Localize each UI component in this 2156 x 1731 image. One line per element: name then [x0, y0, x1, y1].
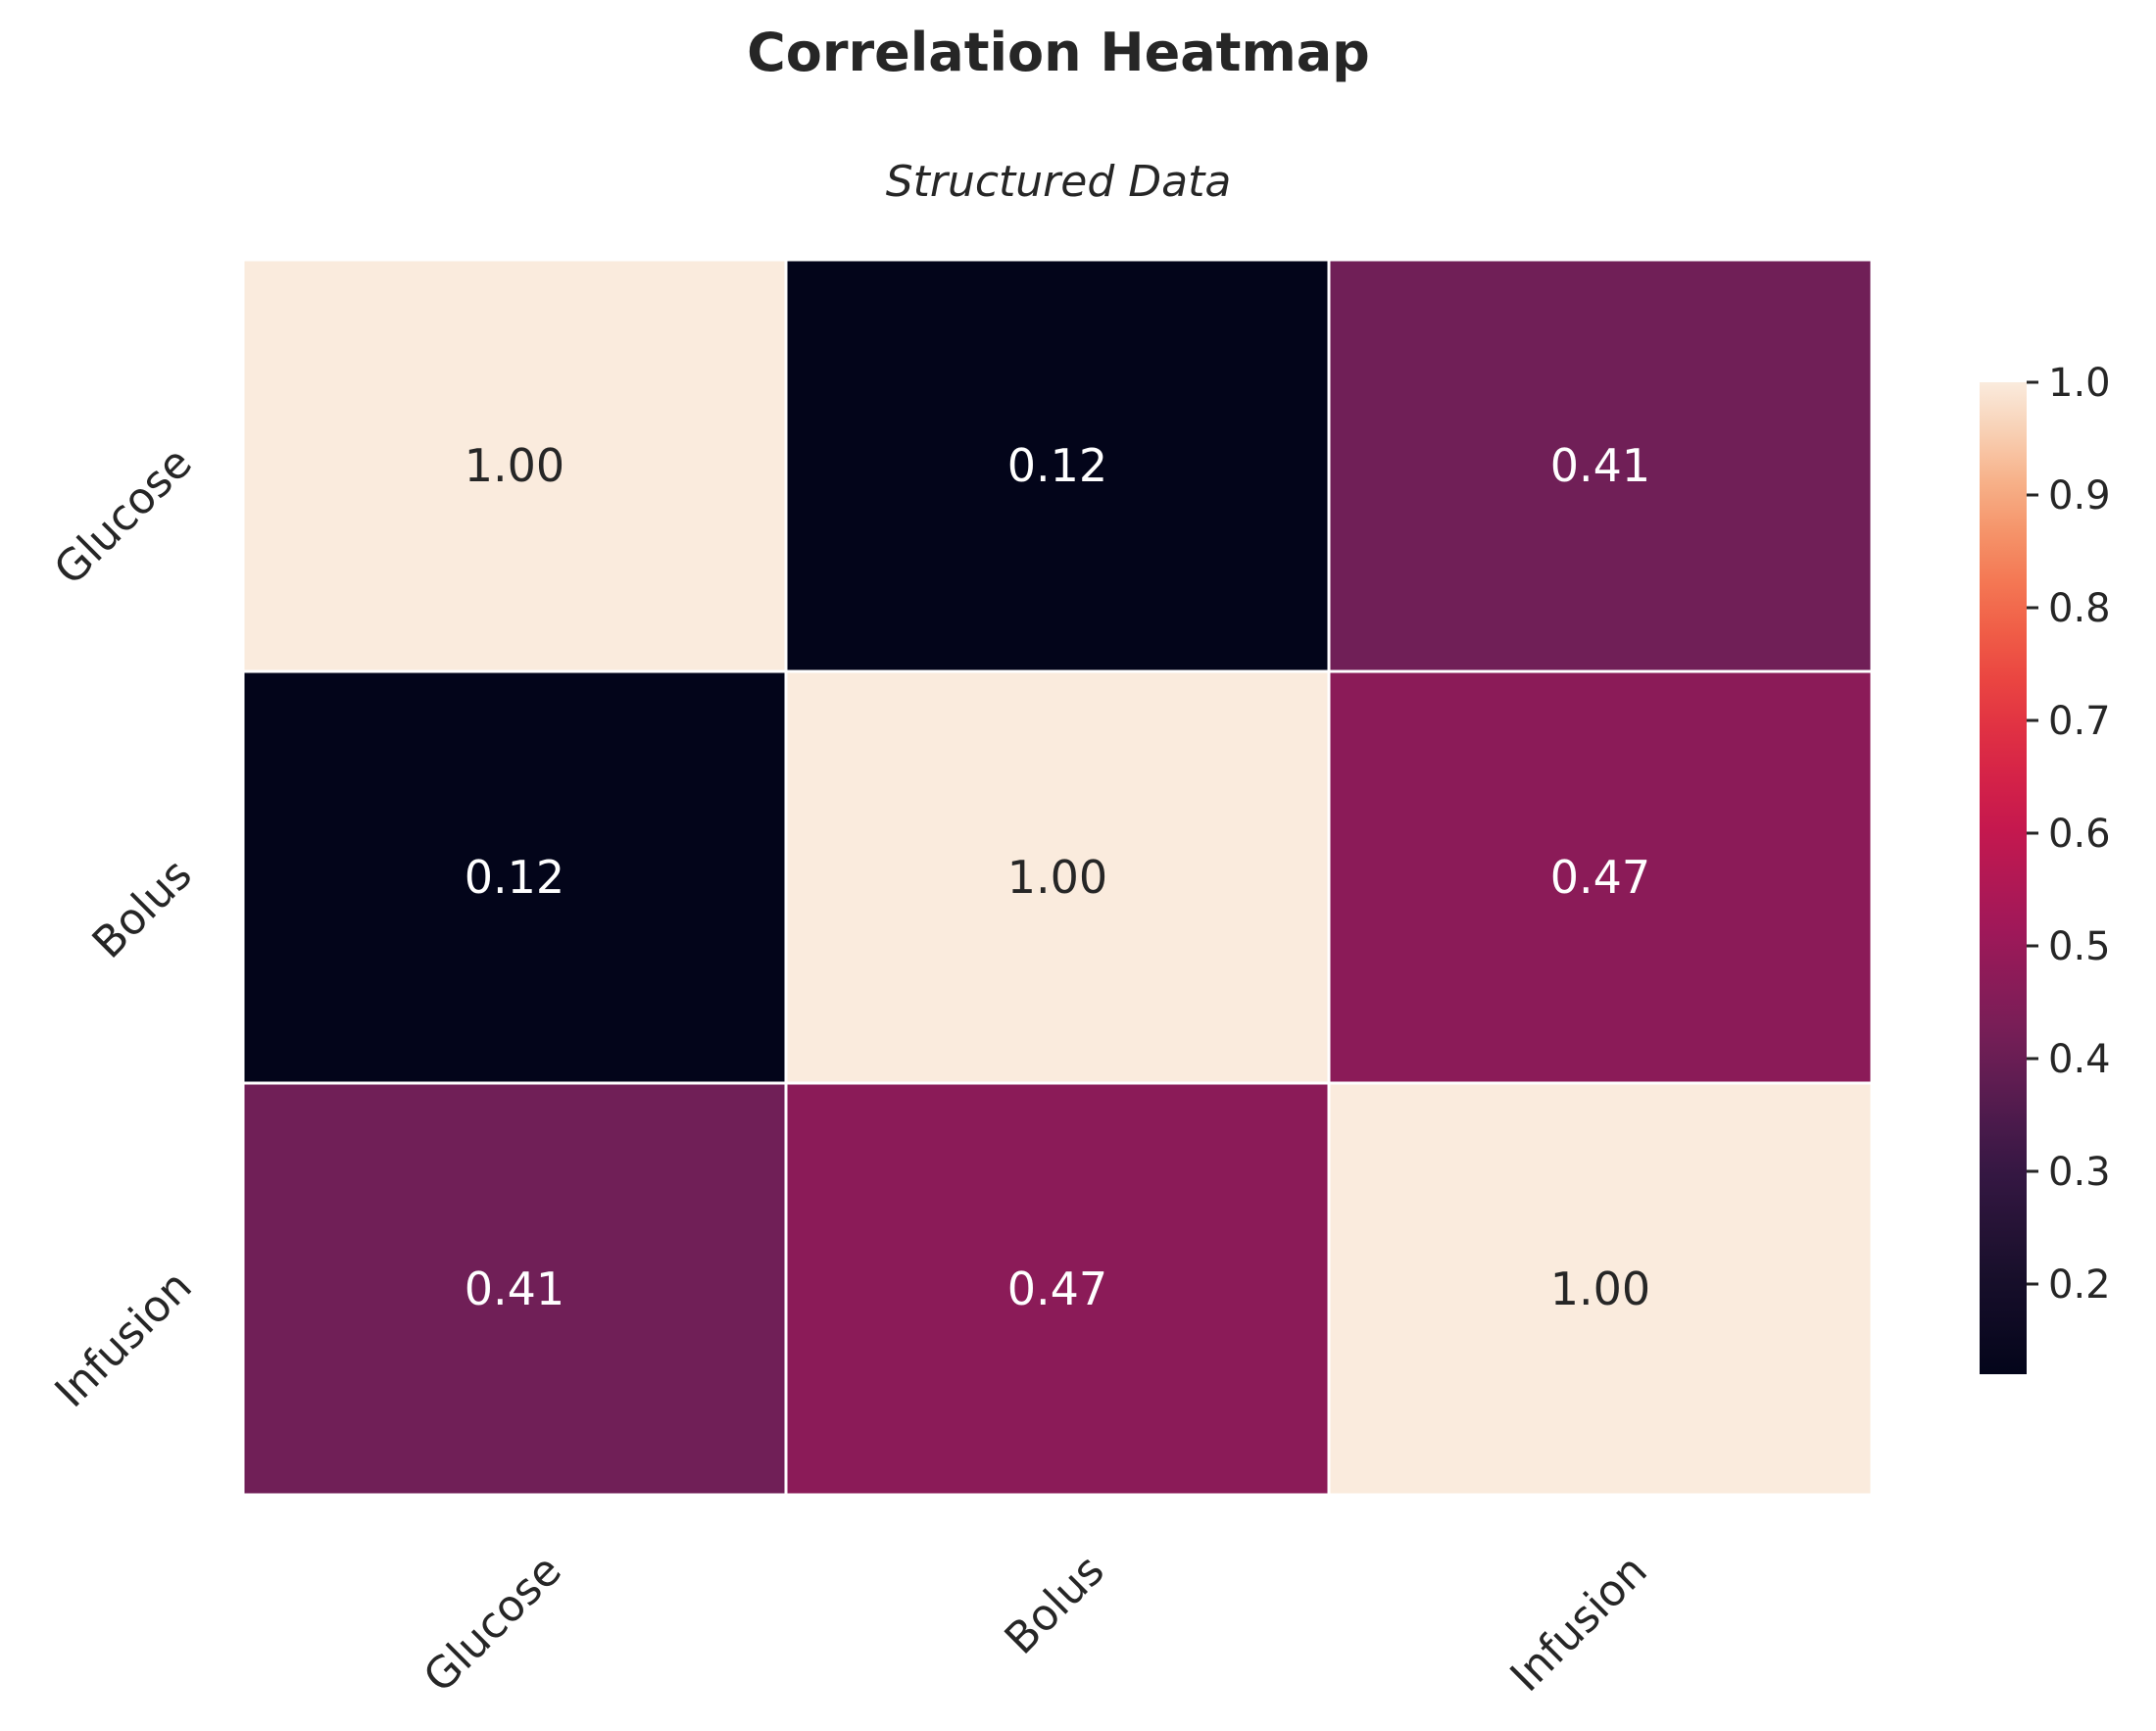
- heatmap-cell-infusion-glucose: [241, 1081, 788, 1497]
- heatmap-cell-bolus-glucose: [241, 669, 788, 1085]
- heatmap-cell-value: 0.12: [465, 851, 564, 904]
- heatmap-cell-value: 0.47: [1550, 851, 1650, 904]
- heatmap-cell-bolus-bolus: [784, 669, 1331, 1085]
- heatmap-cell-value: 0.47: [1007, 1262, 1107, 1315]
- colorbar: 0.2 0.3 0.4 0.5 0.6 0.7 0.8 0.9 1.0: [1980, 361, 2111, 1374]
- heatmap-cell-value: 0.41: [1550, 439, 1650, 492]
- y-tick-label: Glucose: [45, 438, 202, 595]
- colorbar-tick-label: 0.7: [2048, 699, 2111, 744]
- x-axis-labels: Glucose Bolus Infusion: [415, 1546, 1657, 1703]
- heatmap-cell-value: 0.41: [465, 1262, 564, 1315]
- heatmap-cells: 1.00 0.12 0.41 0.12 1.00 0.47 0.41 0.47 1.00: [241, 258, 1874, 1497]
- colorbar-tick-label: 0.2: [2048, 1262, 2111, 1308]
- heatmap-cell-value: 0.12: [1007, 439, 1107, 492]
- heatmap-cell-infusion-bolus: [784, 1081, 1331, 1497]
- colorbar-tick-label: 0.5: [2048, 924, 2111, 969]
- y-tick-label: Infusion: [46, 1261, 202, 1417]
- heatmap-cell-value: 1.00: [1007, 851, 1107, 904]
- heatmap-cell-bolus-infusion: [1327, 669, 1874, 1085]
- chart-title: Correlation Heatmap: [747, 22, 1370, 83]
- x-tick-label: Glucose: [415, 1546, 571, 1703]
- colorbar-tick-label: 0.8: [2048, 586, 2111, 631]
- chart-subtitle: Structured Data: [886, 157, 1232, 207]
- y-tick-label: Bolus: [83, 850, 202, 968]
- colorbar-tick-label: 1.0: [2048, 361, 2111, 406]
- heatmap-cell-infusion-infusion: [1327, 1081, 1874, 1497]
- colorbar-tick-label: 0.9: [2048, 473, 2111, 519]
- x-tick-label: Infusion: [1501, 1546, 1657, 1702]
- x-tick-label: Bolus: [996, 1546, 1114, 1664]
- colorbar-tick-label: 0.4: [2048, 1037, 2111, 1082]
- colorbar-tick-label: 0.6: [2048, 812, 2111, 857]
- heatmap-cell-value: 1.00: [465, 439, 564, 492]
- colorbar-tick-label: 0.3: [2048, 1150, 2111, 1195]
- heatmap-cell-value: 1.00: [1550, 1262, 1650, 1315]
- y-axis-labels: Glucose Bolus Infusion: [45, 438, 202, 1417]
- heatmap-cell-glucose-glucose: [241, 258, 788, 673]
- colorbar-gradient: [1980, 382, 2027, 1374]
- heatmap-cell-glucose-bolus: [784, 258, 1331, 673]
- heatmap-cell-glucose-infusion: [1327, 258, 1874, 673]
